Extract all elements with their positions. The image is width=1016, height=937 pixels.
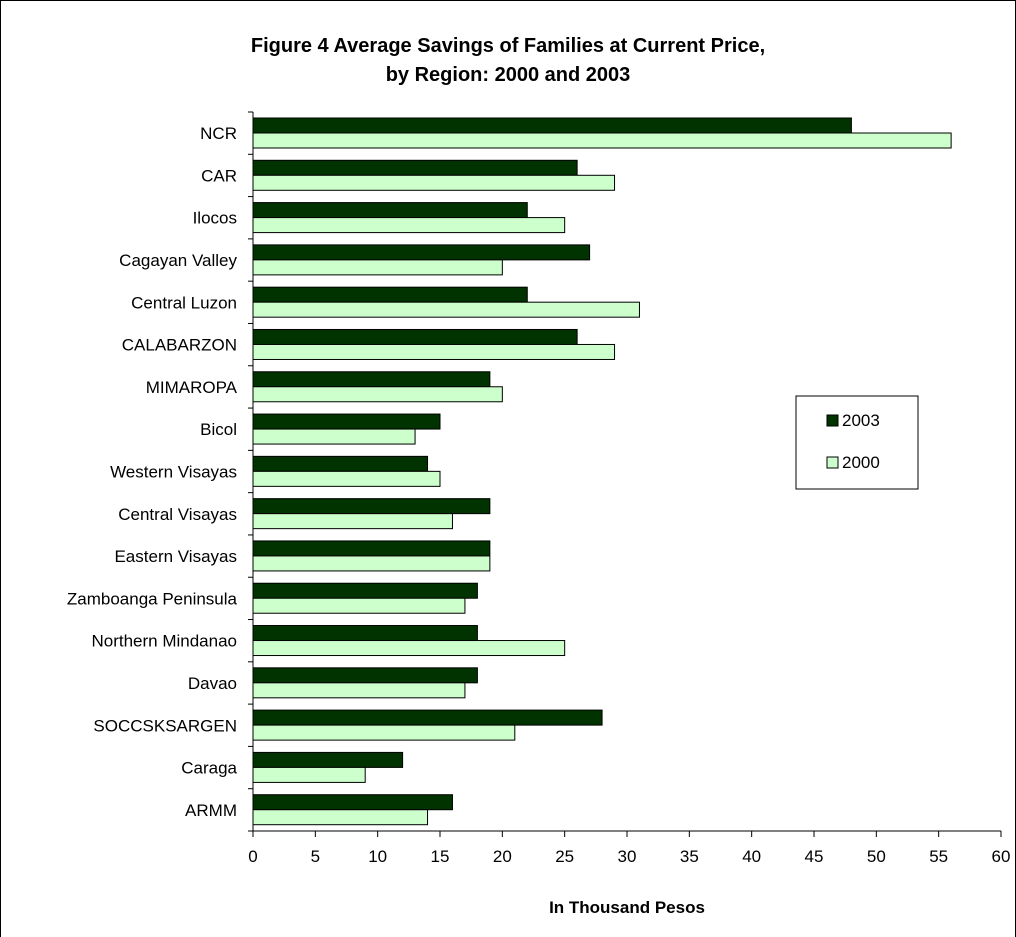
bar-2000-caraga — [252, 766, 366, 783]
bar-2003-cagayan-valley — [252, 244, 591, 261]
bar-2003-central-luzon — [252, 286, 528, 303]
bar-2003-zamboanga-peninsula — [252, 582, 478, 599]
bar-2003-northern-mindanao — [252, 625, 478, 642]
category-label: Ilocos — [193, 209, 237, 228]
category-label: Zamboanga Peninsula — [67, 589, 238, 608]
bar-2003-car — [252, 159, 578, 176]
bar-2003-ncr — [252, 117, 852, 134]
bar-2000-central-luzon — [252, 301, 640, 318]
category-label: NCR — [200, 124, 237, 143]
bar-2003-mimaropa — [252, 371, 491, 388]
bar-2000-western-visayas — [252, 470, 441, 487]
bar-2000-mimaropa — [252, 386, 503, 403]
chart-title: Figure 4 Average Savings of Families at … — [0, 32, 1016, 90]
legend-swatch-2000 — [826, 456, 839, 469]
category-label: ARMM — [185, 801, 237, 820]
bar-2003-armm — [252, 794, 453, 811]
bar-2003-bicol — [252, 413, 441, 430]
x-axis-label: In Thousand Pesos — [549, 898, 705, 917]
x-tick-label: 60 — [992, 847, 1011, 866]
bar-2000-cagayan-valley — [252, 259, 503, 276]
bar-2003-central-visayas — [252, 498, 491, 515]
legend-swatch-2003 — [826, 414, 839, 427]
category-label: Northern Mindanao — [91, 632, 237, 651]
x-tick-label: 55 — [929, 847, 948, 866]
bar-2000-zamboanga-peninsula — [252, 597, 466, 614]
category-label: CALABARZON — [122, 336, 237, 355]
bar-2003-davao — [252, 667, 478, 684]
legend-label-2003: 2003 — [842, 411, 880, 430]
x-tick-label: 20 — [493, 847, 512, 866]
x-tick-label: 30 — [618, 847, 637, 866]
bar-2003-caraga — [252, 751, 404, 768]
bar-2003-western-visayas — [252, 455, 429, 472]
category-label: MIMAROPA — [146, 378, 238, 397]
legend: 2003 2000 — [795, 395, 919, 490]
legend-box — [795, 395, 919, 490]
x-tick-label: 10 — [368, 847, 387, 866]
bar-2003-eastern-visayas — [252, 540, 491, 557]
x-tick-label: 45 — [805, 847, 824, 866]
plot-area: NCR CAR Ilocos Cagayan Valley Central Luzon C… — [67, 111, 1011, 866]
category-label: Central Luzon — [131, 293, 237, 312]
bar-2000-ilocos — [252, 217, 566, 234]
x-tick-label: 5 — [311, 847, 320, 866]
x-tick-label: 35 — [680, 847, 699, 866]
category-label: Western Visayas — [110, 463, 237, 482]
bar-2000-calabarzon — [252, 343, 616, 360]
x-tick-label: 15 — [431, 847, 450, 866]
bar-2000-davao — [252, 682, 466, 699]
category-label: Bicol — [200, 420, 237, 439]
x-tick-label: 40 — [742, 847, 761, 866]
bar-2003-calabarzon — [252, 328, 578, 345]
category-label: SOCCSKSARGEN — [93, 716, 237, 735]
bar-2000-bicol — [252, 428, 416, 445]
category-label: Caraga — [181, 759, 237, 778]
category-label: CAR — [201, 166, 237, 185]
bar-2003-ilocos — [252, 202, 528, 219]
legend-label-2000: 2000 — [842, 453, 880, 472]
x-tick-label: 0 — [248, 847, 257, 866]
x-tick-label: 25 — [555, 847, 574, 866]
bar-2000-soccsksargen — [252, 724, 516, 741]
chart-subtitle: by Region: 2000 and 2003 — [385, 64, 631, 86]
bar-2000-ncr — [252, 132, 952, 149]
bar-2000-eastern-visayas — [252, 555, 491, 572]
bar-2000-central-visayas — [252, 513, 453, 530]
x-tick-label: 50 — [867, 847, 886, 866]
bar-2000-car — [252, 174, 616, 191]
category-label: Cagayan Valley — [119, 251, 237, 270]
category-label: Central Visayas — [118, 505, 237, 524]
bar-2000-northern-mindanao — [252, 640, 566, 657]
category-label: Davao — [188, 674, 237, 693]
category-label: Eastern Visayas — [114, 547, 237, 566]
chart-title-line1: Figure 4 Average Savings of Families at … — [250, 35, 766, 57]
bar-2003-soccsksargen — [252, 709, 603, 726]
bar-2000-armm — [252, 809, 429, 826]
